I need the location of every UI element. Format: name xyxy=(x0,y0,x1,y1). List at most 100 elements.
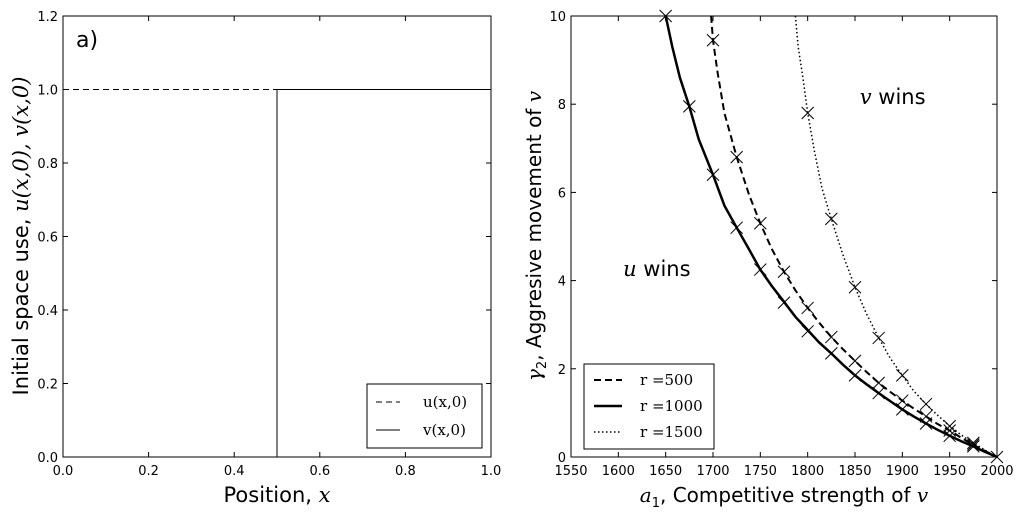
x-tick-label: 1.0 xyxy=(481,464,502,479)
y-tick-label: 0.8 xyxy=(37,157,58,172)
x-marker xyxy=(659,9,673,23)
left-x-axis-title: Position, x xyxy=(224,483,331,507)
panel-label-a: a) xyxy=(76,28,98,53)
y-tick-label: 1.0 xyxy=(37,84,58,99)
x-tick-label: 2000 xyxy=(980,464,1013,479)
x-tick-label: 1550 xyxy=(554,464,587,479)
x-marker-stroke xyxy=(990,450,1004,464)
x-tick-label: 1600 xyxy=(602,464,635,479)
x-marker xyxy=(872,331,886,345)
x-tick-label: 1950 xyxy=(933,464,966,479)
annotation-text: wins xyxy=(637,257,691,281)
x-marker xyxy=(943,429,957,443)
left-lines xyxy=(63,89,491,457)
x-tick-label: 1700 xyxy=(696,464,729,479)
x-marker-stroke xyxy=(872,376,886,390)
x-marker-stroke xyxy=(966,438,980,452)
x-marker-stroke xyxy=(706,168,720,182)
x-marker-stroke xyxy=(753,216,767,230)
x-marker xyxy=(824,330,838,344)
x-marker-stroke xyxy=(895,403,909,416)
x-marker xyxy=(943,419,957,433)
legend-label-u: u(x,0) xyxy=(423,393,467,411)
legend-label-v: v(x,0) xyxy=(422,421,466,439)
x-marker xyxy=(730,150,744,164)
x-tick-label: 1800 xyxy=(791,464,824,479)
left-legend: u(x,0) v(x,0) xyxy=(366,383,483,449)
y-tick-label: 8 xyxy=(558,98,566,113)
x-marker xyxy=(730,221,744,235)
x-tick-label: 1750 xyxy=(744,464,777,479)
x-marker-stroke xyxy=(824,347,838,360)
x-marker xyxy=(872,386,886,400)
y-tick-label: 1.2 xyxy=(37,10,58,25)
x-marker xyxy=(966,436,980,450)
series-line-2 xyxy=(276,89,491,457)
x-marker xyxy=(895,394,909,407)
x-marker-stroke xyxy=(919,397,933,411)
legend-label-r1000: r =1000 xyxy=(640,397,703,415)
x-marker-stroke xyxy=(872,386,886,400)
x-marker-stroke xyxy=(777,265,791,279)
x-marker-stroke xyxy=(659,9,673,23)
x-tick-label: 1850 xyxy=(838,464,871,479)
x-tick-label: 0.6 xyxy=(309,464,330,479)
series-line-1 xyxy=(710,15,998,458)
annotation-text: wins xyxy=(872,85,926,109)
x-marker xyxy=(801,106,815,120)
y-tick-label: 0.4 xyxy=(37,304,58,319)
x-marker xyxy=(848,369,862,382)
x-marker xyxy=(824,347,838,360)
x-marker-stroke xyxy=(919,410,933,423)
x-marker-stroke xyxy=(919,417,933,430)
x-marker xyxy=(801,324,815,338)
x-marker-stroke xyxy=(682,100,696,113)
x-marker xyxy=(990,450,1004,464)
x-marker-stroke xyxy=(824,212,838,226)
x-marker xyxy=(895,369,909,382)
series-line-3 xyxy=(794,15,998,458)
annotation-var: v xyxy=(860,85,872,109)
y-tick-label: 0.2 xyxy=(37,378,58,393)
x-tick-label: 0.2 xyxy=(138,464,159,479)
left-legend-box xyxy=(366,383,483,449)
x-marker-stroke xyxy=(966,436,980,450)
x-marker-stroke xyxy=(848,354,862,368)
y-tick-label: 2 xyxy=(558,363,566,378)
x-marker xyxy=(706,168,720,182)
x-marker-stroke xyxy=(943,429,957,443)
left-ticks: 0.0 0.2 0.4 0.6 0.8 1.0 0.0 0.2 0.4 0.6 0.8 1.0 1.2 xyxy=(37,10,501,479)
left-panel: 0.0 0.2 0.4 0.6 0.8 1.00.00.20.40.60.81.01.2 … xyxy=(9,10,501,507)
right-y-axis-title: γ2, Aggresive movement of v xyxy=(522,90,550,381)
x-tick-label: 0.8 xyxy=(395,464,416,479)
right-legend: r =500 r =1000 r =1500 xyxy=(583,363,715,450)
y-tick-label: 0.0 xyxy=(37,451,58,466)
x-marker xyxy=(848,280,862,294)
y-tick-label: 10 xyxy=(549,10,566,25)
x-tick-label: 0.4 xyxy=(224,464,245,479)
x-marker xyxy=(919,410,933,423)
x-marker xyxy=(895,403,909,416)
x-marker-stroke xyxy=(801,301,815,315)
x-marker-stroke xyxy=(801,106,815,120)
x-marker xyxy=(824,212,838,226)
y-tick-label: 6 xyxy=(558,186,566,201)
x-marker-stroke xyxy=(801,324,815,338)
x-marker-stroke xyxy=(872,331,886,345)
right-panel: 1550 1600 1650 1700 1750 1800 1850 1900 1950 2000… xyxy=(522,9,1014,511)
x-tick-label: 1650 xyxy=(649,464,682,479)
left-y-axis-title: Initial space use, u(x,0), v(x,0) xyxy=(9,77,33,396)
x-marker-stroke xyxy=(943,424,957,437)
series-line-1 xyxy=(63,89,278,457)
right-plot-frame xyxy=(570,15,998,458)
annotation-u-wins: u wins xyxy=(623,257,690,281)
x-marker-stroke xyxy=(895,369,909,382)
x-marker xyxy=(777,296,791,310)
x-marker xyxy=(966,440,980,453)
legend-label-r1500: r =1500 xyxy=(640,423,703,441)
x-marker xyxy=(706,33,720,47)
x-marker-stroke xyxy=(730,221,744,235)
x-marker xyxy=(682,100,696,113)
annotation-var: u xyxy=(623,257,637,281)
